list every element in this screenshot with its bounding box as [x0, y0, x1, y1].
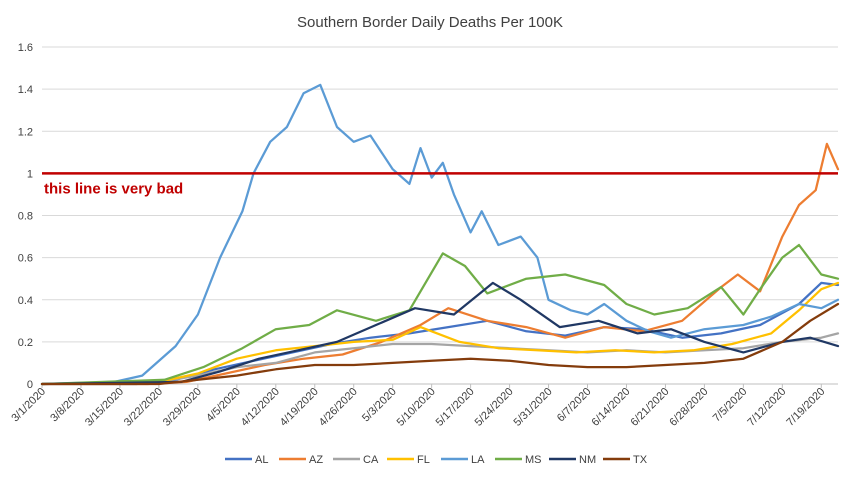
legend-item-az: AZ	[279, 454, 323, 466]
y-axis-ticks: 0 0.2 0.4 0.6 0.8 1 1.2 1.4 1.6	[18, 42, 33, 391]
x-tick-label: 5/31/2020	[512, 386, 555, 429]
y-tick-label: 1.2	[18, 126, 33, 138]
legend-label: LA	[471, 454, 485, 466]
y-tick-label: 0.2	[18, 337, 33, 349]
y-tick-label: 0.6	[18, 253, 33, 265]
legend-label: CA	[363, 454, 379, 466]
legend-label: AZ	[309, 454, 323, 466]
series-line-ms	[40, 243, 840, 386]
y-tick-label: 0	[27, 379, 33, 391]
x-tick-label: 3/22/2020	[122, 386, 165, 429]
y-tick-label: 0.8	[18, 211, 33, 223]
x-tick-label: 5/17/2020	[434, 386, 477, 429]
x-tick-label: 6/21/2020	[628, 386, 671, 429]
series-line-az	[40, 142, 840, 386]
x-tick-label: 7/12/2020	[745, 386, 788, 429]
chart-title: Southern Border Daily Deaths Per 100K	[297, 14, 563, 31]
x-tick-label: 7/19/2020	[784, 386, 827, 429]
reference-line-label: this line is very bad	[44, 180, 183, 197]
legend-label: MS	[525, 454, 542, 466]
y-tick-label: 1	[27, 168, 33, 180]
x-tick-label: 3/1/2020	[9, 386, 48, 425]
series-line-fl	[40, 281, 840, 386]
legend-label: AL	[255, 454, 268, 466]
x-tick-label: 6/7/2020	[555, 386, 594, 425]
x-tick-label: 6/14/2020	[590, 386, 633, 429]
x-tick-label: 4/12/2020	[239, 386, 282, 429]
x-tick-label: 4/5/2020	[204, 386, 243, 425]
x-tick-label: 5/3/2020	[360, 386, 399, 425]
x-tick-label: 3/8/2020	[48, 386, 87, 425]
legend: AL AZ CA FL LA MS NM TX	[225, 454, 648, 466]
legend-item-nm: NM	[549, 454, 596, 466]
series-lines	[40, 83, 840, 386]
x-tick-label: 4/19/2020	[278, 386, 321, 429]
legend-item-ms: MS	[495, 454, 542, 466]
series-line-tx	[40, 302, 840, 386]
x-tick-label: 5/24/2020	[473, 386, 516, 429]
legend-item-la: LA	[441, 454, 485, 466]
reference-line-group: this line is very bad	[42, 172, 838, 197]
legend-item-ca: CA	[333, 454, 379, 466]
legend-item-tx: TX	[603, 454, 648, 466]
x-tick-label: 3/29/2020	[161, 386, 204, 429]
y-tick-label: 1.6	[18, 42, 33, 54]
y-tick-label: 1.4	[18, 84, 33, 96]
legend-item-al: AL	[225, 454, 268, 466]
series-line-nm	[40, 281, 840, 386]
x-tick-label: 3/15/2020	[83, 386, 126, 429]
legend-item-fl: FL	[387, 454, 430, 466]
legend-label: TX	[633, 454, 648, 466]
x-tick-label: 7/5/2020	[711, 386, 750, 425]
legend-label: NM	[579, 454, 596, 466]
legend-label: FL	[417, 454, 430, 466]
x-tick-label: 4/26/2020	[317, 386, 360, 429]
x-tick-label: 5/10/2020	[395, 386, 438, 429]
series-line-la	[40, 83, 840, 386]
x-tick-label: 6/28/2020	[667, 386, 710, 429]
x-axis-ticks: 3/1/2020 3/8/20203/15/20203/22/20203/29/2…	[9, 384, 827, 429]
y-tick-label: 0.4	[18, 295, 33, 307]
